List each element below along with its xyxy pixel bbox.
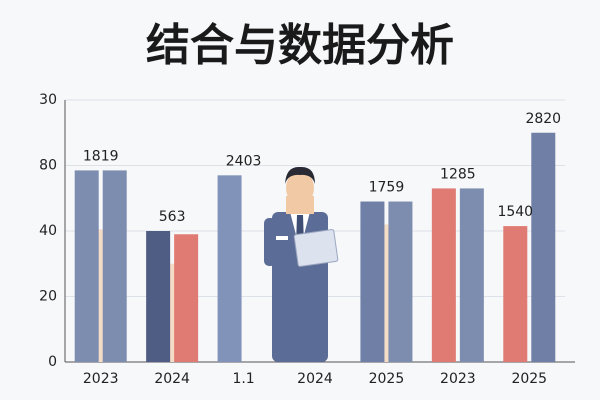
person-hair <box>285 166 315 184</box>
bar <box>102 170 127 362</box>
person-badge <box>276 236 288 240</box>
bar <box>431 188 456 362</box>
bar <box>531 132 556 362</box>
annotation: 1759 <box>369 180 405 196</box>
annotation: 2820 <box>525 111 561 127</box>
x-tick-label: 2024 <box>297 371 333 387</box>
bar <box>360 201 385 362</box>
bar <box>503 226 528 362</box>
y-tick-label: 40 <box>39 223 57 239</box>
bar <box>459 188 484 362</box>
annotation: 1540 <box>497 204 533 220</box>
x-tick-label: 1.1 <box>232 371 254 387</box>
person-head <box>286 171 314 205</box>
person-clipboard <box>293 229 339 267</box>
chart-title: 结合与数据分析 <box>146 20 454 71</box>
plot: 0 20 40 80 30 2023 2024 1.1 2024 2025 2023 2025 1819… <box>39 92 575 387</box>
bar <box>146 231 171 362</box>
bar <box>169 263 176 362</box>
bar <box>97 229 104 362</box>
y-tick-label: 0 <box>48 354 57 370</box>
x-tick-label: 2025 <box>369 371 405 387</box>
x-tick-label: 2024 <box>154 371 190 387</box>
x-tick-label: 2023 <box>440 371 476 387</box>
annotation: 1285 <box>440 166 476 182</box>
x-tick-label: 2025 <box>511 371 547 387</box>
bar <box>383 224 390 362</box>
y-tick-label: 80 <box>39 158 57 174</box>
x-tick-label: 2023 <box>83 371 119 387</box>
annotation: 1819 <box>83 148 119 164</box>
bar <box>388 201 413 362</box>
bar <box>74 170 99 362</box>
y-tick-label: 30 <box>39 92 57 108</box>
bar <box>174 234 199 362</box>
annotation: 2403 <box>226 153 262 169</box>
person-illustration <box>264 166 339 362</box>
person-arm <box>264 218 276 266</box>
annotation: 563 <box>159 209 186 225</box>
y-tick-label: 20 <box>39 289 57 305</box>
bar <box>217 175 242 362</box>
